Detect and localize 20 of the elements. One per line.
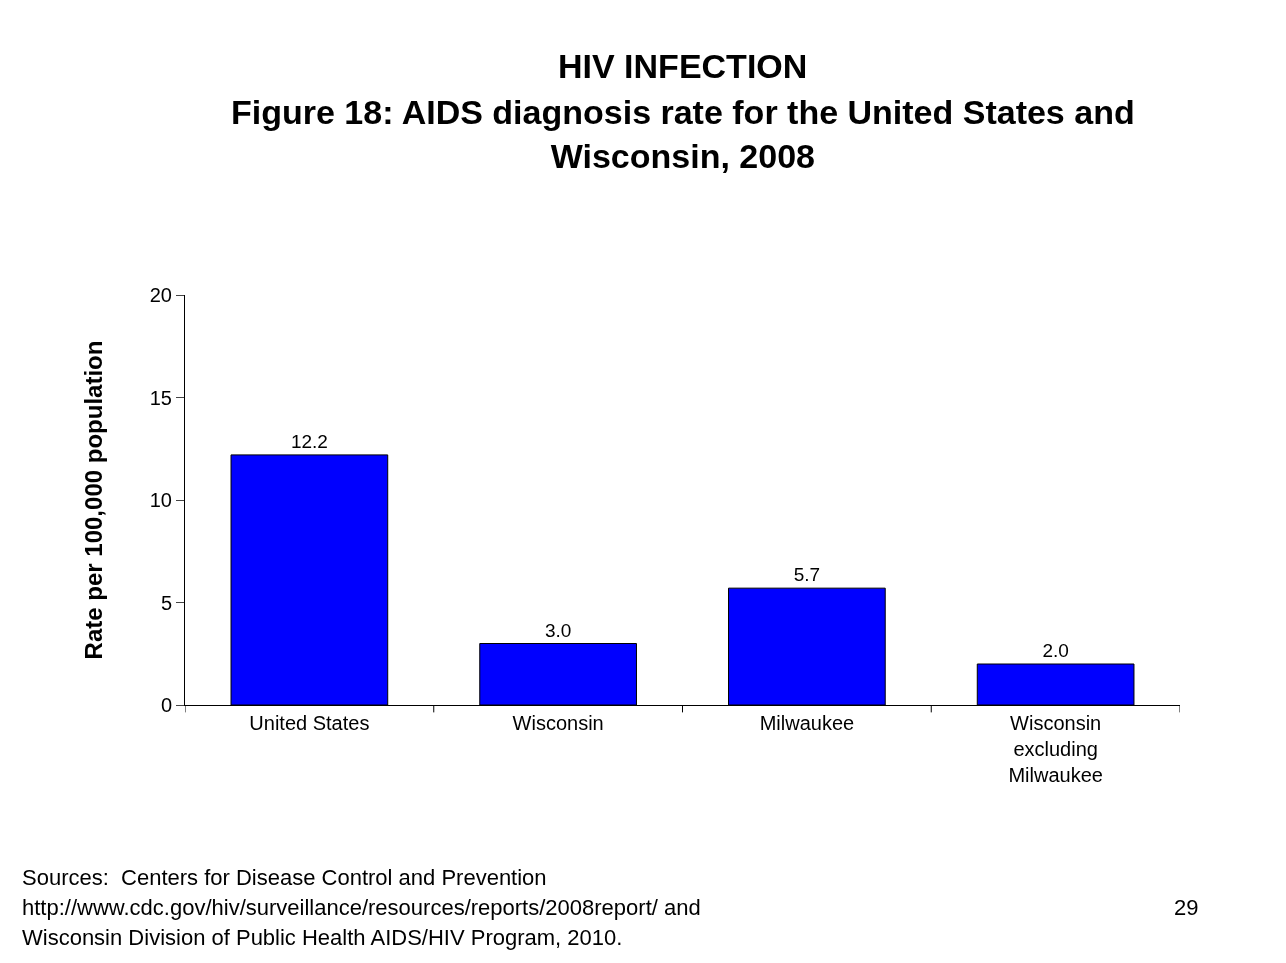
x-tick-label: Milwaukee (759, 712, 855, 734)
text: Wisconsin Division of Public Health AIDS/HIV Program, 2010. (22, 925, 623, 950)
y-tick-label: 0 (160, 694, 172, 716)
text: 29 (1174, 895, 1199, 920)
x-tick-label: Wisconsin excluding Milwaukee (1008, 712, 1103, 786)
y-tick-label: 15 (149, 386, 172, 409)
y-axis-title: Rate per 100,000 population (79, 340, 107, 660)
x-tick-label: United States (249, 712, 370, 734)
text: http://www.cdc.gov/hiv/surveillance/resources/reports/2008report/ and (22, 895, 701, 920)
data-label: 12.2 (290, 430, 328, 452)
data-label: 3.0 (544, 619, 572, 641)
y-tick-label: 20 (149, 284, 172, 306)
chart-title: HIV INFECTION (558, 47, 808, 85)
chart-subtitle: Figure 18: AIDS diagnosis rate for the United States and Wisconsin, 2008 (231, 93, 1135, 176)
source-note: Sources: Centers for Disease Control and Prevention (22, 865, 547, 890)
data-label: 2.0 (1042, 640, 1069, 661)
x-tick-label: Wisconsin (512, 712, 604, 734)
data-label: 5.7 (793, 564, 821, 586)
y-tick-label: 5 (160, 591, 172, 614)
y-tick-label: 10 (149, 489, 172, 511)
